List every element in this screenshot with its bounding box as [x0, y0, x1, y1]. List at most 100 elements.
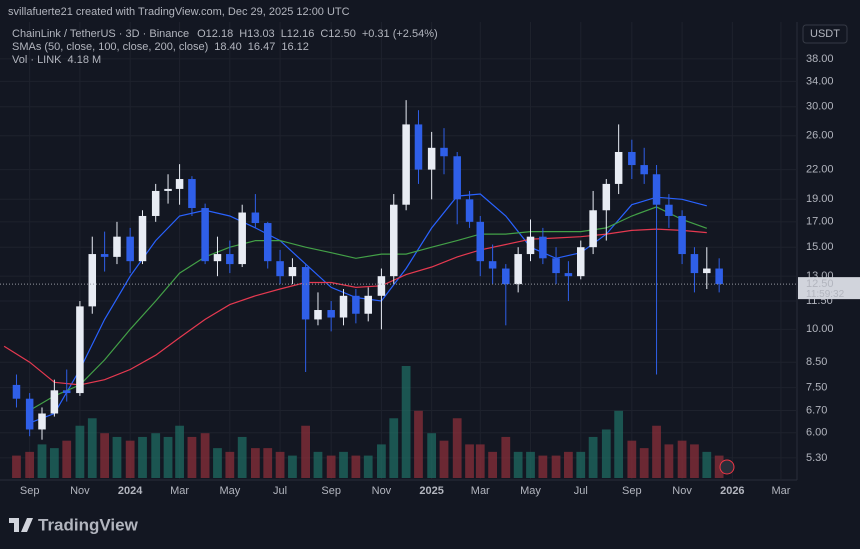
volume-bar: [125, 440, 135, 478]
last-price-label: 12.50: [806, 278, 834, 290]
symbol: ChainLink / TetherUS · 3D · Binance: [12, 28, 189, 40]
volume-bar: [263, 448, 273, 478]
candle-body: [12, 384, 21, 399]
candle-body: [465, 199, 474, 222]
volume-bar: [501, 436, 511, 478]
sma-value: 16.47: [248, 41, 276, 53]
candle-body: [339, 295, 348, 318]
ohlc-value: H13.03: [239, 28, 274, 40]
candle-body: [628, 151, 636, 166]
volume-bar: [339, 451, 348, 478]
x-tick-label: Mar: [471, 485, 490, 497]
candle-body: [715, 268, 723, 285]
candle-body: [364, 295, 372, 314]
logo-mark: [9, 518, 33, 532]
candle-body: [390, 204, 398, 277]
alert-icon[interactable]: [719, 459, 735, 475]
candle-body: [263, 223, 272, 262]
currency-box[interactable]: [802, 24, 848, 44]
candle-body: [589, 210, 597, 248]
y-tick-label: 30.00: [806, 101, 834, 113]
volume-value: 4.18 M: [68, 54, 102, 66]
candle-body: [440, 147, 448, 157]
volume-bar: [427, 433, 437, 478]
volume-bar: [187, 436, 197, 478]
volume-label: Vol · LINK: [12, 54, 62, 66]
candle-body: [577, 247, 585, 277]
volume-bar: [588, 436, 598, 478]
candle-body: [38, 413, 46, 430]
candle-body: [113, 236, 121, 257]
y-tick-label: 19.00: [806, 193, 834, 205]
volume-bar: [551, 455, 561, 478]
sma-line: [3, 228, 707, 386]
candle-body: [276, 261, 284, 277]
currency: USDT: [810, 28, 840, 40]
candle-body: [213, 254, 222, 262]
candle-body: [614, 151, 623, 184]
volume-bar: [538, 455, 548, 478]
last-price-box: [798, 277, 860, 300]
candle-body: [126, 236, 134, 262]
x-tick-label: 2025: [419, 485, 443, 497]
volume-bar: [138, 436, 147, 478]
candle-body: [352, 295, 360, 314]
volume-bar: [564, 451, 573, 478]
y-tick-label: 6.00: [806, 427, 827, 439]
y-tick-label: 8.50: [806, 356, 827, 368]
x-tick-label: 2026: [720, 485, 744, 497]
x-tick-label: 2024: [118, 485, 143, 497]
candle-body: [414, 124, 423, 170]
x-tick-label: Mar: [771, 485, 790, 497]
volume-bar: [465, 444, 474, 478]
volume-bar: [75, 425, 85, 478]
y-tick-label: 6.70: [806, 404, 827, 416]
candle-body: [226, 254, 234, 265]
volume-bar: [627, 440, 637, 478]
volume-bar: [702, 451, 712, 478]
volume-bar: [351, 455, 361, 478]
candle-body: [377, 276, 386, 296]
candle-body: [25, 398, 34, 430]
x-tick-label: Sep: [20, 485, 40, 497]
volume-layer: [12, 366, 724, 478]
volume-bar: [275, 451, 285, 478]
candle-body: [314, 310, 322, 320]
volume-bar: [12, 455, 21, 478]
candle-body: [539, 236, 547, 259]
volume-bar: [601, 429, 611, 478]
volume-bar: [87, 418, 97, 478]
candle-body: [488, 261, 497, 269]
candle-body: [251, 212, 260, 224]
candle-body: [476, 221, 485, 262]
volume-bar: [677, 440, 687, 478]
volume-bar: [151, 433, 161, 478]
volume-bar: [49, 448, 59, 478]
volume-bar: [639, 448, 649, 478]
volume-bar: [237, 436, 247, 478]
volume-bar: [614, 410, 624, 478]
countdown: 11:59:32: [806, 289, 845, 300]
volume-bar: [690, 444, 699, 478]
volume-bar: [377, 444, 386, 478]
x-tick-label: Sep: [321, 485, 341, 497]
volume-bar: [37, 444, 47, 478]
axes: 5.306.006.707.508.5010.0011.5013.0015.00…: [0, 53, 860, 497]
brand: TradingView: [38, 515, 139, 534]
volume-bar: [664, 444, 674, 478]
candle-body: [50, 390, 59, 414]
candle-body: [564, 273, 573, 277]
candle-body: [88, 254, 97, 307]
volume-bar: [200, 433, 210, 478]
y-tick-label: 10.00: [806, 323, 834, 335]
candle-body: [238, 212, 246, 265]
legend: ChainLink / TetherUS · 3D · Binance SMAs…: [12, 28, 438, 66]
volume-bar: [62, 440, 72, 478]
volume-bar: [401, 366, 411, 478]
volume-bar: [526, 451, 535, 478]
x-tick-label: Nov: [70, 485, 90, 497]
sma-value: 18.40: [214, 41, 242, 53]
ohlc-value: +0.31 (+2.54%): [362, 28, 438, 40]
candle-body: [301, 267, 310, 320]
